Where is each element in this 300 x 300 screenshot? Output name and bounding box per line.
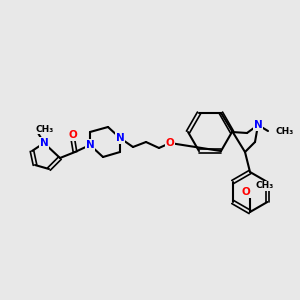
Text: N: N <box>254 120 262 130</box>
Text: N: N <box>40 138 48 148</box>
Text: O: O <box>69 130 77 140</box>
Text: CH₃: CH₃ <box>256 182 274 190</box>
Text: N: N <box>116 133 124 143</box>
Text: CH₃: CH₃ <box>276 127 294 136</box>
Text: O: O <box>166 138 174 148</box>
Text: CH₃: CH₃ <box>35 124 53 134</box>
Text: O: O <box>242 187 250 197</box>
Text: N: N <box>85 140 94 150</box>
